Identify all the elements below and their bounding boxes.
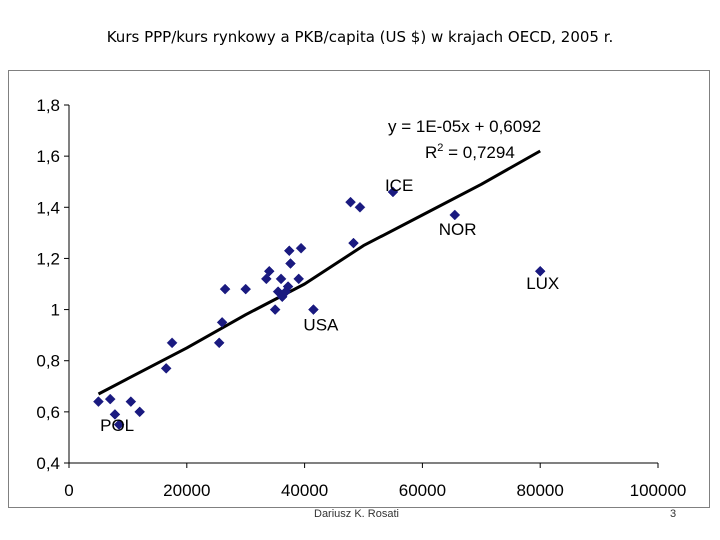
axes: 0,4 0,6 0,8 1 1,2 1,4 1,6 1,8 0 20000 40000 60000 80…: [36, 96, 686, 500]
data-point-marker: [348, 237, 359, 249]
point-label: USA: [303, 316, 339, 335]
data-point-marker: [534, 265, 546, 277]
slide-title: Kurs PPP/kurs rynkowy a PKB/capita (US $…: [106, 28, 614, 46]
data-point-marker: [125, 396, 137, 407]
data-point-marker: [219, 283, 231, 295]
data-point-marker: [387, 186, 399, 198]
data-point-marker: [285, 258, 296, 269]
data-point-marker: [216, 317, 228, 328]
r-squared-superscript: 2: [437, 142, 443, 154]
data-point-marker: [134, 406, 146, 418]
trendline-layer: [97, 149, 541, 396]
chart-container: 0,4 0,6 0,8 1 1,2 1,4 1,6 1,8 0 20000 40000 60000 80…: [8, 70, 710, 508]
data-point-marker: [283, 245, 295, 257]
y-tick-label: 0,6: [36, 403, 60, 422]
y-tick-label: 1,4: [36, 198, 60, 217]
data-point-marker: [345, 196, 356, 208]
y-tick-label: 1,8: [36, 96, 60, 115]
data-point-marker: [308, 304, 319, 315]
data-point-marker: [282, 281, 294, 292]
data-point-marker: [293, 273, 305, 285]
data-point-marker: [213, 337, 225, 349]
x-tick-label: 80000: [517, 481, 564, 500]
data-point-marker: [166, 337, 178, 349]
point-label: LUX: [526, 274, 559, 293]
x-tick-label: 40000: [281, 481, 328, 500]
page-number: 3: [670, 508, 677, 520]
data-point-marker: [93, 396, 104, 407]
data-point-marker: [295, 242, 307, 254]
y-tick-label: 1: [51, 301, 60, 320]
data-point-marker: [104, 393, 116, 405]
footer-author: Dariusz K. Rosati: [314, 508, 399, 520]
data-point-marker: [269, 304, 281, 315]
y-tick-label: 1,2: [36, 249, 60, 268]
point-labels: POL USA ICE NOR LUX: [100, 176, 559, 435]
x-tick-label: 20000: [163, 481, 210, 500]
y-tick-label: 0,8: [36, 352, 60, 371]
x-tick-label: 60000: [399, 481, 446, 500]
x-tick-label: 100000: [630, 481, 687, 500]
r-squared-value: = 0,7294: [443, 143, 514, 162]
chart-area-frame: [8, 70, 710, 508]
data-point-marker: [113, 419, 125, 430]
trendline: [97, 149, 541, 396]
data-point-marker: [109, 409, 121, 420]
data-point-marker: [275, 273, 287, 285]
data-point-marker: [354, 201, 366, 213]
r-squared-prefix: R: [425, 143, 437, 162]
point-label: NOR: [439, 220, 477, 239]
point-label: ICE: [385, 176, 413, 195]
x-tick-label: 0: [64, 481, 73, 500]
data-point-marker: [160, 363, 172, 374]
r-squared-label: R2 = 0,7294: [425, 142, 515, 162]
data-points: [93, 186, 546, 430]
data-point-marker: [260, 273, 272, 285]
data-point-marker: [240, 283, 252, 295]
y-tick-label: 1,6: [36, 147, 60, 166]
scatter-chart: 0,4 0,6 0,8 1 1,2 1,4 1,6 1,8 0 20000 40000 60000 80…: [8, 70, 710, 508]
data-point-marker: [263, 265, 275, 277]
point-label: POL: [100, 416, 134, 435]
trendline-equation: y = 1E-05x + 0,6092: [388, 117, 541, 136]
data-point-marker: [449, 209, 461, 221]
y-tick-label: 0,4: [36, 454, 60, 473]
